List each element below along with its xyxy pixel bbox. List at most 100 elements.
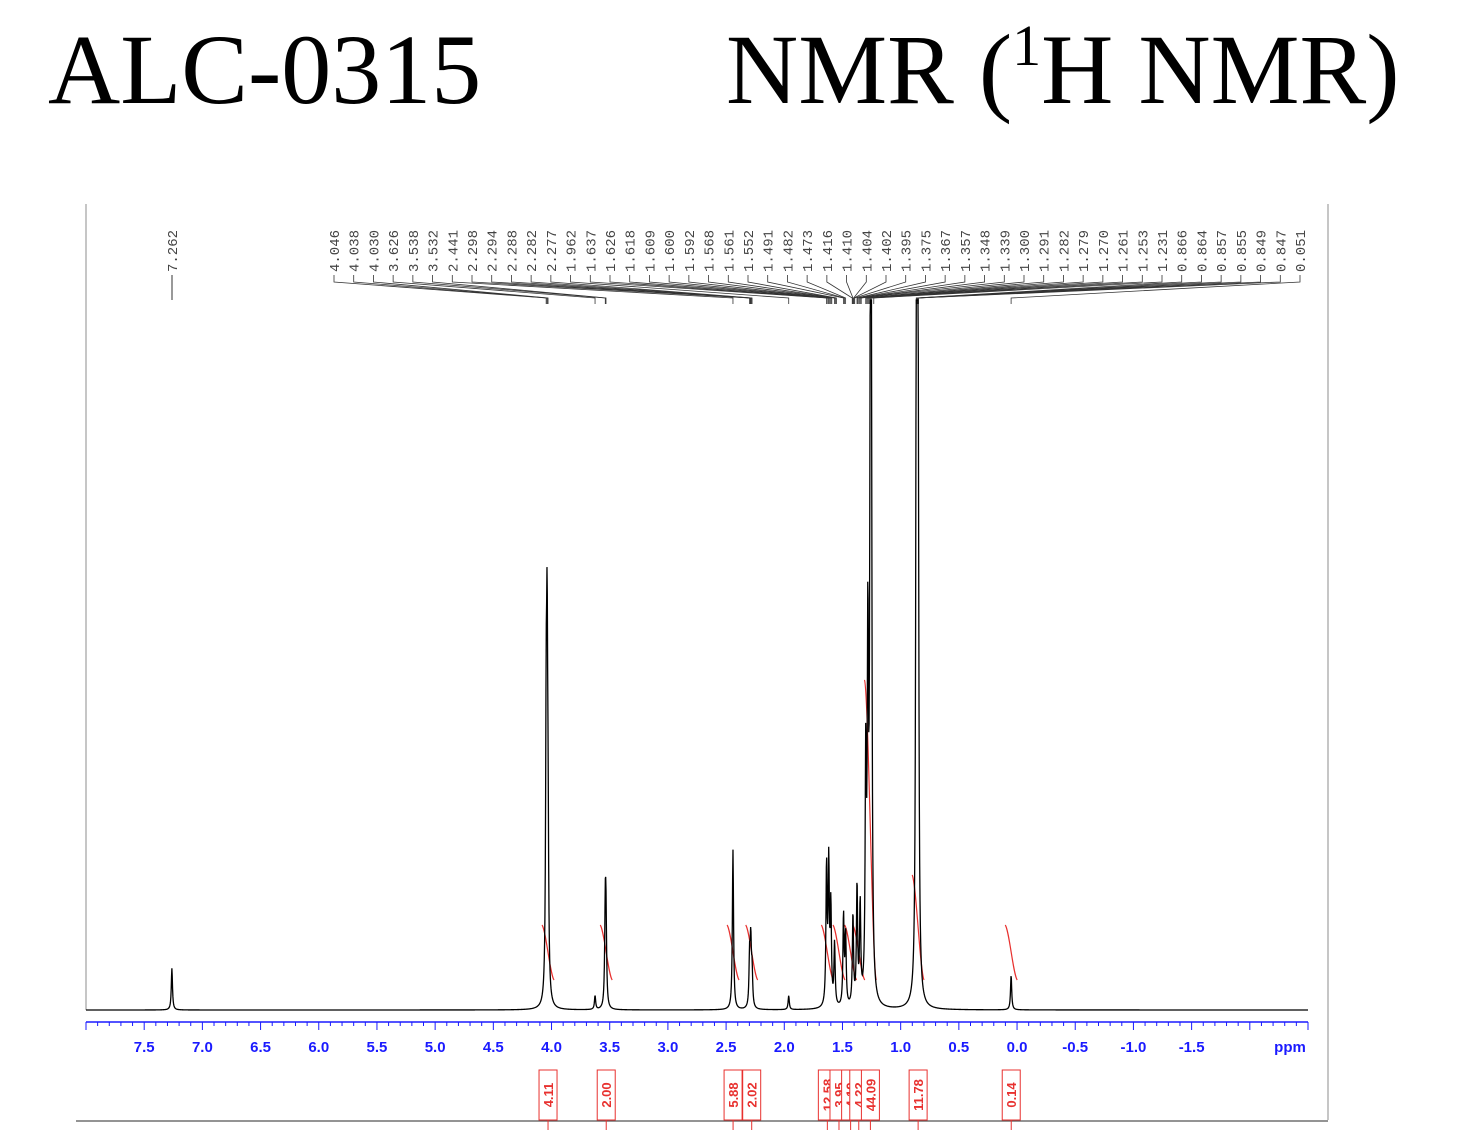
peak-label-leader (873, 275, 1163, 304)
chart-frame (76, 204, 1329, 1122)
peak-label-leader (451, 275, 734, 304)
peak-label-leader (806, 275, 847, 304)
integral-value: 4.11 (541, 1083, 556, 1108)
axis-tick-label: 1.5 (832, 1039, 853, 1056)
axis-tick-label: 7.5 (134, 1039, 155, 1056)
integral-value: 2.00 (599, 1082, 614, 1107)
peak-label-leader (609, 275, 829, 304)
peak-label: 1.402 (880, 230, 896, 272)
peak-label-leader (846, 275, 854, 304)
peak-label: 1.473 (801, 230, 817, 272)
peak-label: 0.051 (1294, 230, 1310, 272)
peak-label-leader (867, 275, 1084, 304)
peak-label: 2.282 (525, 230, 541, 272)
integral-label: 0.14 (1001, 1069, 1021, 1130)
axis-unit-label: ppm (1274, 1039, 1306, 1056)
integral-label: 5.88 (723, 1069, 743, 1130)
peak-label: 1.261 (1117, 230, 1133, 272)
peak-label-leader (412, 275, 606, 304)
peak-label-leader (868, 275, 1104, 304)
peak-label: 1.491 (762, 230, 778, 272)
peak-label-leader (333, 275, 547, 304)
peak-label-leader (589, 275, 827, 304)
peak-label: 1.339 (998, 230, 1014, 272)
peak-label-leader (858, 275, 966, 304)
peak-label: 2.441 (446, 230, 462, 272)
peak-label: 4.046 (328, 230, 344, 272)
technique-suffix: H NMR) (1041, 14, 1400, 125)
peak-label: 3.538 (407, 230, 423, 272)
peak-label: 1.300 (1018, 230, 1034, 272)
peak-label-leader (1010, 275, 1301, 304)
peak-label-leader (787, 275, 845, 304)
axis-tick-label: 5.5 (367, 1039, 388, 1056)
integral-curve-group (541, 679, 1018, 981)
peak-label: 4.030 (367, 230, 383, 272)
peak-label-leader (570, 275, 790, 304)
spectrum-line (86, 299, 1308, 1011)
peak-label-leader (859, 275, 985, 304)
peak-label: 1.568 (703, 230, 719, 272)
peak-label: 1.348 (979, 230, 995, 272)
peak-label: 1.282 (1057, 230, 1073, 272)
peak-label: 1.637 (584, 230, 600, 272)
ppm-axis: 7.5 7.0 6.5 6.0 5.5 5.0 4.5 4.0 3.5 3.0 2.5 2.0 1.5 1… (85, 1021, 1309, 1056)
peak-label-leader (854, 275, 907, 304)
axis-tick-label: -1.5 (1179, 1039, 1205, 1056)
axis-tick-label: 3.5 (599, 1039, 620, 1056)
peak-label: 2.294 (486, 230, 502, 272)
peak-label: 0.847 (1274, 230, 1290, 272)
axis-tick-label: 6.5 (250, 1039, 271, 1056)
peak-label-leader (629, 275, 830, 304)
peak-label: 1.552 (742, 230, 758, 272)
compound-id-title: ALC-0315 (48, 20, 481, 120)
peak-label: 1.609 (643, 230, 659, 272)
integral-value: 44.09 (863, 1079, 878, 1112)
peak-label-leader (727, 275, 836, 304)
axis-tick-label: 6.0 (308, 1039, 329, 1056)
integral-curve (911, 874, 925, 981)
integral-curve (726, 924, 740, 981)
peak-label-leader (866, 275, 1045, 304)
peak-label-leader (826, 275, 853, 304)
peak-label: 2.288 (505, 230, 521, 272)
peak-label-leader (511, 275, 752, 304)
axis-tick-label: 1.0 (890, 1039, 911, 1056)
peak-label: 0.849 (1255, 230, 1271, 272)
peak-label: 4.038 (348, 230, 364, 272)
peak-label: 1.561 (722, 230, 738, 272)
peak-label-leader (392, 275, 596, 304)
peak-label: 1.367 (939, 230, 955, 272)
peak-label-leader (432, 275, 607, 304)
peak-label-leader (649, 275, 831, 304)
peak-label: 0.857 (1215, 230, 1231, 272)
compound-id-text: ALC-0315 (48, 14, 482, 125)
peak-label-leader (668, 275, 832, 304)
peak-label-leader (767, 275, 844, 304)
technique-title: NMR (1H NMR) (726, 17, 1400, 120)
integral-label: 4.11 (538, 1069, 558, 1130)
peak-label: 1.962 (565, 230, 581, 272)
technique-superscript: 1 (1012, 13, 1042, 78)
axis-tick-label: 2.0 (774, 1039, 795, 1056)
integral-label: 11.78 (908, 1069, 928, 1130)
peak-label-group: 7.262 4.046 4.038 4.030 3.626 3.538 3.532 2.441… (166, 230, 1310, 304)
peak-label: 1.600 (663, 230, 679, 272)
peak-label: 1.270 (1097, 230, 1113, 272)
axis-tick-label: 5.0 (425, 1039, 446, 1056)
peak-label-leader (530, 275, 752, 304)
technique-prefix: NMR ( (726, 14, 1013, 125)
integral-curve (541, 924, 555, 981)
integral-label: 2.02 (742, 1069, 762, 1130)
peak-label: 1.404 (860, 230, 876, 272)
peak-label-leader (688, 275, 833, 304)
axis-tick-label: -1.0 (1120, 1039, 1146, 1056)
peak-label-leader (857, 275, 946, 304)
integral-value: 5.88 (726, 1082, 741, 1107)
peak-label: 1.253 (1136, 230, 1152, 272)
peak-label-leader (853, 275, 887, 304)
integral-curve (832, 924, 846, 981)
axis-tick-label: 3.0 (657, 1039, 678, 1056)
axis-tick-label: 2.5 (716, 1039, 737, 1056)
peak-label: 1.375 (919, 230, 935, 272)
